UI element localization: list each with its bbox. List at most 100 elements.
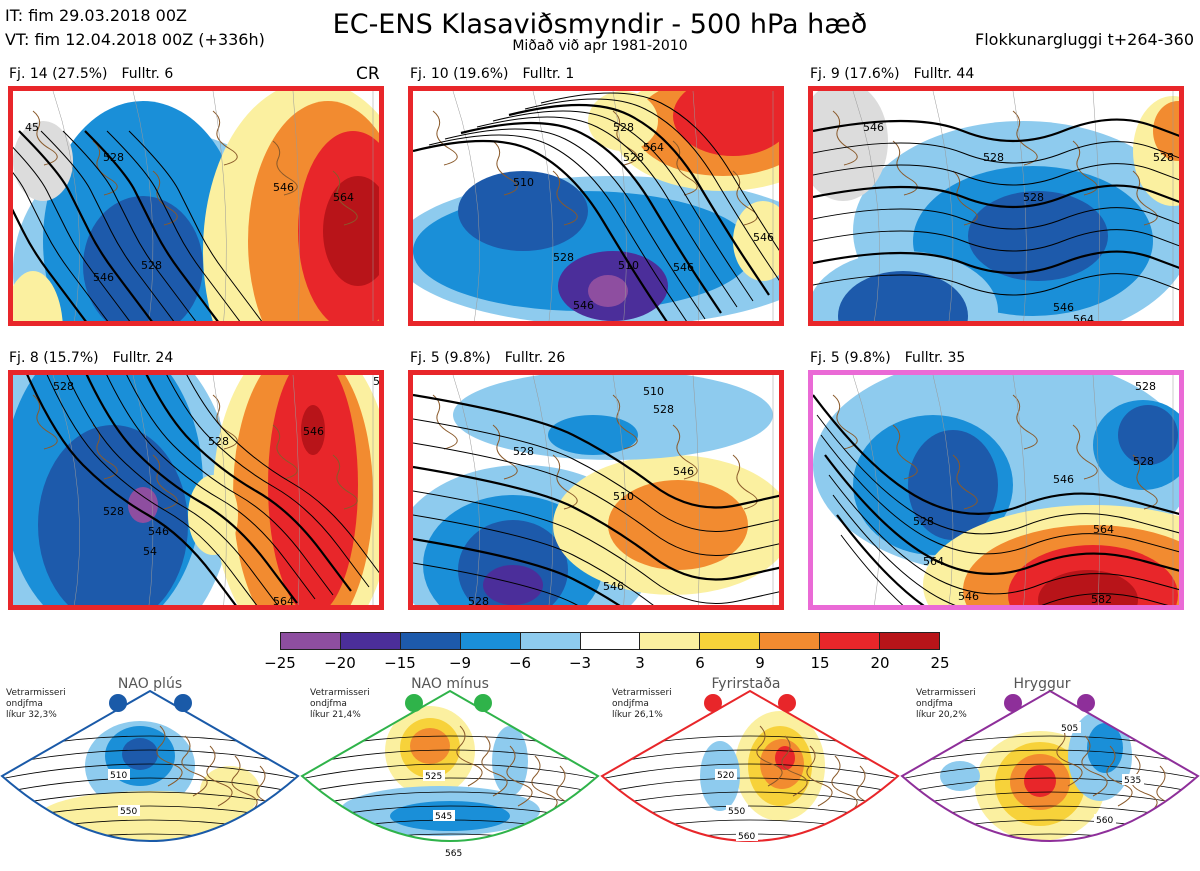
contour-label: 546 (603, 580, 624, 593)
height-contour (602, 763, 898, 780)
meridian (852, 375, 880, 605)
contour-label: 510 (618, 259, 639, 272)
height-contour (813, 118, 1179, 143)
coastlines (432, 110, 758, 226)
height-contour (902, 749, 1198, 766)
meridian (452, 375, 480, 605)
cluster-map-5: 528528546510528546546510 (408, 370, 784, 610)
cr-label: CR (356, 64, 380, 84)
height-contours (26, 375, 379, 605)
regime-dot (405, 694, 423, 712)
height-contour (413, 514, 654, 605)
height-contour (106, 375, 316, 600)
anomaly-area (323, 176, 379, 286)
anomaly-area (908, 430, 998, 540)
height-contour (62, 130, 197, 321)
regime-title: NAO mínus (411, 676, 489, 692)
contour-label: 528 (913, 515, 934, 528)
coastline (732, 454, 758, 510)
anomaly-shading (13, 91, 379, 321)
cluster-fraction: Fj. 9 (17.6%) (810, 66, 900, 82)
anomaly-area (940, 761, 980, 791)
height-contour (413, 139, 668, 321)
coastlines (432, 394, 758, 510)
contour-label: 528 (141, 259, 162, 272)
height-contour (832, 494, 1169, 605)
contour-label-bg (736, 830, 758, 841)
cluster-label-4: Fj. 8 (15.7%) Fulltr. 24 (9, 350, 173, 366)
meridian (852, 91, 880, 321)
height-contours (413, 92, 779, 321)
height-contours (13, 130, 263, 321)
regime-nao-minus: 525 545 565 (300, 676, 600, 871)
anomaly-area (608, 480, 748, 570)
contour-label: 535 (1124, 776, 1141, 786)
height-contour (302, 763, 598, 780)
anomaly-area (483, 565, 543, 605)
contour-label-bg (108, 769, 130, 780)
contour-label-bg (443, 847, 465, 858)
cluster-fraction: Fj. 8 (15.7%) (9, 350, 99, 366)
meridian (532, 375, 554, 605)
geopotential-anomaly-map: 528 528 546 564 546 564 582 528 (813, 375, 1179, 605)
contour-label: 505 (1061, 724, 1078, 734)
initial-time: IT: fim 29.03.2018 00Z (5, 6, 187, 25)
height-contours (813, 118, 1179, 296)
meridian (532, 91, 554, 321)
height-contour (840, 534, 904, 605)
height-contour (2, 833, 298, 841)
anomaly-area (268, 375, 358, 605)
height-contour (13, 172, 109, 321)
contour-label-bg (715, 769, 737, 780)
regime-content (2, 721, 298, 841)
coastline (212, 110, 238, 166)
anomaly-area (733, 201, 779, 281)
contour-label: 546 (93, 271, 114, 284)
contour-label: 528 (553, 251, 574, 264)
height-contour (824, 454, 1179, 575)
contour-label: 564 (333, 191, 354, 204)
lat-lon-grid (452, 91, 774, 321)
meridian (692, 91, 700, 321)
colorbar-swatch (281, 633, 341, 649)
anomaly-area (128, 487, 158, 523)
coastline (832, 110, 858, 166)
anomaly-shading (413, 375, 779, 605)
anomaly-area (588, 91, 658, 151)
height-contour (413, 442, 779, 556)
height-contour (40, 130, 175, 321)
cluster-fraction: Fj. 14 (27.5%) (9, 66, 108, 82)
anomaly-area (673, 91, 779, 156)
fan-outline (900, 689, 1200, 842)
regime-dot (778, 694, 796, 712)
coastline (1132, 170, 1158, 226)
anomaly-area (122, 738, 158, 770)
anomaly-area (200, 766, 260, 816)
cluster-label-5: Fj. 5 (9.8%) Fulltr. 26 (410, 350, 565, 366)
height-contour (2, 777, 298, 794)
contour-label: 528 (1133, 455, 1154, 468)
height-contours (813, 394, 1179, 605)
height-contour (46, 375, 258, 605)
geopotential-anomaly-map: 528 546 528 528 546 564 564 54 (13, 375, 379, 605)
cluster-representative: Fulltr. 26 (504, 350, 566, 366)
anomaly-area (588, 275, 628, 307)
anomaly-area (838, 271, 968, 321)
regime-content (602, 711, 898, 841)
contour-label: 564 (1073, 313, 1094, 321)
coastline (206, 745, 233, 807)
height-contour (84, 130, 219, 321)
height-contour (902, 791, 1198, 808)
anomaly-colorbar (280, 632, 940, 650)
anomaly-area (548, 415, 638, 455)
contour-label: 528 (653, 403, 674, 416)
height-contour (413, 465, 779, 581)
coastline (32, 394, 58, 450)
regime-ridge: 505 535 560 (900, 676, 1200, 871)
regime-info: Vetrarmisseri ondjfma líkur 21,4% (310, 688, 370, 720)
coastline (612, 394, 638, 450)
height-contour (166, 375, 370, 588)
regime-content (302, 706, 598, 841)
colorbar-tick-label: 20 (870, 654, 890, 672)
regime-map: 520 550 560 (600, 689, 900, 842)
